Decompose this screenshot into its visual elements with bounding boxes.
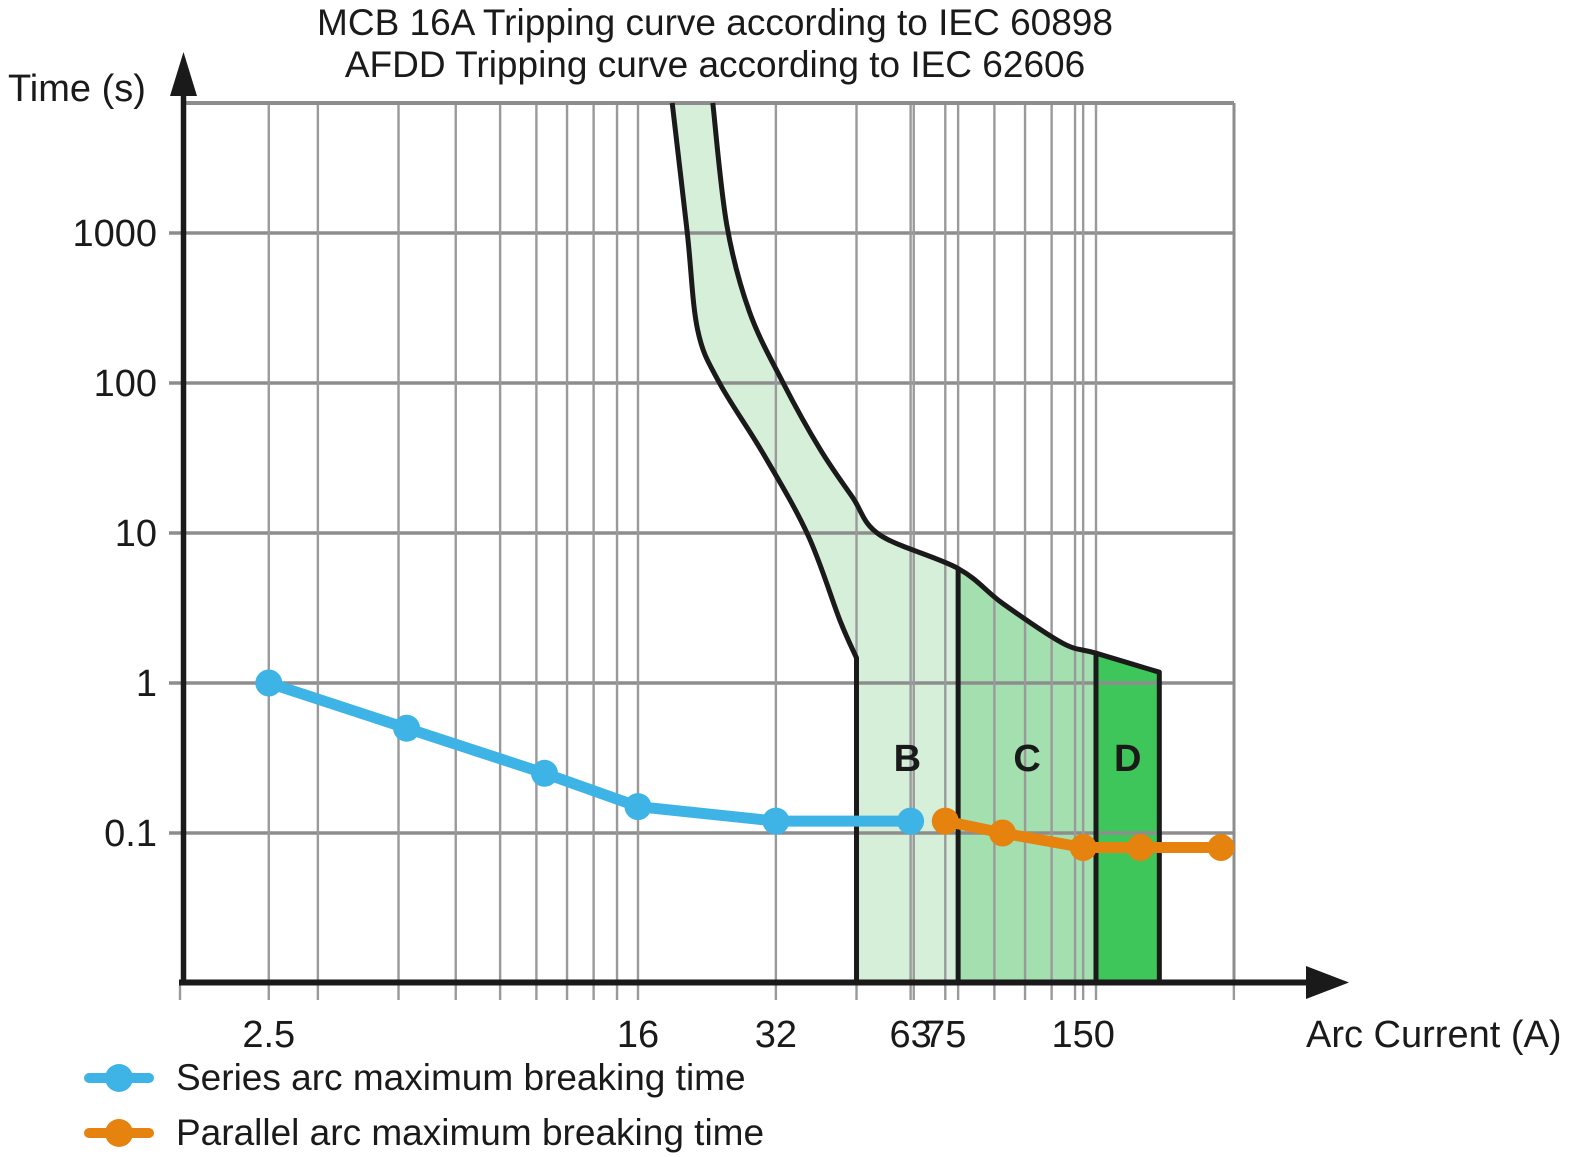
zone-label-c: C xyxy=(1013,738,1040,780)
data-point xyxy=(1207,834,1235,861)
series-arc-line xyxy=(263,677,917,827)
zone-label-d: D xyxy=(1114,738,1141,780)
axes xyxy=(170,52,1349,999)
legend-item-parallel-arc: Parallel arc maximum breaking time xyxy=(84,1112,764,1154)
chart-title: MCB 16A Tripping curve according to IEC … xyxy=(190,2,1240,86)
x-tick-label: 75 xyxy=(924,1014,966,1056)
mcb-band-fill-and-zone-b xyxy=(672,103,959,982)
zone-label-b: B xyxy=(894,738,921,780)
x-tick-label: 63 xyxy=(889,1014,931,1056)
y-tick-label: 1 xyxy=(136,663,157,705)
mcb-left-boundary-curve xyxy=(669,102,860,983)
series-arc-marker-icon xyxy=(84,1063,154,1093)
y-axis-title: Time (s) xyxy=(8,68,146,110)
y-tick-label: 10 xyxy=(115,513,157,555)
y-tick-label: 1000 xyxy=(72,213,157,255)
x-tick-label: 150 xyxy=(1051,1014,1114,1056)
legend-item-series-arc: Series arc maximum breaking time xyxy=(84,1057,764,1099)
legend-label-series-arc: Series arc maximum breaking time xyxy=(176,1057,746,1098)
data-point xyxy=(531,759,558,787)
data-series xyxy=(255,669,1235,861)
legend: Series arc maximum breaking time Paralle… xyxy=(84,1057,764,1157)
chart-title-line1: MCB 16A Tripping curve according to IEC … xyxy=(317,2,1113,43)
legend-label-parallel-arc: Parallel arc maximum breaking time xyxy=(176,1112,765,1153)
mcb-band-borders xyxy=(669,102,1162,983)
x-tick-label: 32 xyxy=(755,1014,797,1056)
data-point xyxy=(393,714,421,742)
data-point xyxy=(762,807,790,835)
x-tick-label: 16 xyxy=(617,1014,659,1056)
x-axis-arrow-icon xyxy=(1306,966,1349,999)
y-tick-label: 0.1 xyxy=(104,813,157,855)
data-point xyxy=(624,793,652,821)
data-point xyxy=(1126,834,1154,861)
chart-title-line2: AFDD Tripping curve according to IEC 626… xyxy=(344,44,1086,85)
zone-d-fill xyxy=(1096,653,1160,982)
y-tick-label: 100 xyxy=(94,363,157,405)
gridlines xyxy=(169,101,1236,1000)
zone-c-fill xyxy=(958,568,1096,982)
data-point xyxy=(897,807,925,835)
parallel-arc-marker-icon xyxy=(84,1118,154,1148)
data-point xyxy=(931,807,959,835)
data-point xyxy=(1069,834,1097,861)
data-point xyxy=(989,819,1016,847)
x-tick-label: 2.5 xyxy=(242,1014,295,1056)
mcb-right-boundary-curve xyxy=(710,102,1162,983)
y-axis-arrow-icon xyxy=(170,52,197,96)
x-axis-title: Arc Current (A) xyxy=(1306,1014,1562,1056)
data-point xyxy=(255,669,283,697)
mcb-band-fills xyxy=(672,103,1160,982)
